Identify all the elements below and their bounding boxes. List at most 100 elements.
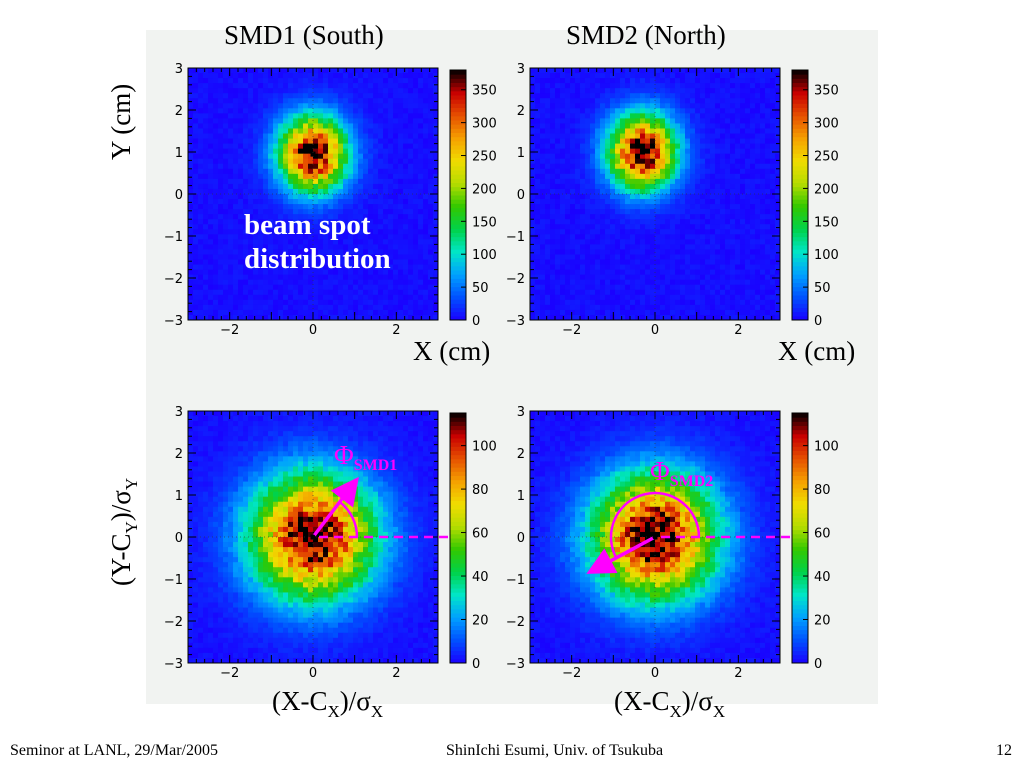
- heatmap-cell: [530, 113, 536, 119]
- heatmap-cell: [770, 123, 776, 129]
- heatmap-cell: [303, 314, 309, 321]
- heatmap-cell: [233, 279, 239, 286]
- heatmap-cell: [213, 304, 219, 311]
- heatmap-cell: [715, 148, 721, 155]
- heatmap-cell: [585, 274, 591, 281]
- heatmap-cell: [388, 269, 394, 276]
- heatmap-cell: [640, 108, 646, 114]
- heatmap-cell: [233, 133, 239, 139]
- heatmap-cell: [413, 204, 419, 210]
- heatmap-cell: [323, 98, 329, 104]
- heatmap-cell: [605, 93, 611, 99]
- heatmap-cell: [635, 93, 641, 99]
- heatmap-cell: [278, 274, 284, 281]
- heatmap-cell: [283, 113, 289, 119]
- heatmap-cell: [353, 219, 359, 225]
- heatmap-cell: [550, 163, 556, 170]
- heatmap-cell: [388, 88, 394, 94]
- heatmap-cell: [233, 264, 239, 270]
- heatmap-cell: [283, 138, 289, 144]
- heatmap-cell: [223, 108, 229, 114]
- heatmap-cell: [735, 259, 741, 265]
- heatmap-cell: [323, 83, 329, 89]
- heatmap-cell: [620, 173, 626, 180]
- heatmap-cell: [675, 279, 681, 286]
- heatmap-cell: [620, 194, 626, 200]
- heatmap-cell: [218, 183, 224, 190]
- heatmap-cell: [318, 143, 324, 150]
- heatmap-cell: [248, 299, 254, 306]
- heatmap-cell: [408, 113, 414, 119]
- heatmap-cell: [193, 103, 199, 109]
- heatmap-cell: [388, 188, 394, 195]
- heatmap-cell: [433, 204, 439, 210]
- heatmap-cell: [263, 224, 269, 230]
- heatmap-cell: [640, 83, 646, 89]
- heatmap-cell: [418, 259, 424, 265]
- heatmap-cell: [685, 239, 691, 245]
- heatmap-cell: [720, 148, 726, 155]
- heatmap-cell: [600, 143, 606, 150]
- heatmap-cell: [660, 204, 666, 210]
- heatmap-cell: [378, 309, 384, 316]
- heatmap-cell: [368, 133, 374, 139]
- heatmap-cell: [303, 88, 309, 94]
- heatmap-cell: [670, 214, 676, 220]
- heatmap-cell: [338, 178, 344, 185]
- heatmap-cell: [590, 113, 596, 119]
- heatmap-cell: [635, 123, 641, 129]
- heatmap-cell: [715, 113, 721, 119]
- heatmap-cell: [353, 153, 359, 160]
- heatmap-cell: [373, 304, 379, 311]
- heatmap-cell: [248, 123, 254, 129]
- heatmap-cell: [318, 299, 324, 306]
- heatmap-cell: [303, 259, 309, 265]
- heatmap-cell: [550, 83, 556, 89]
- heatmap-cell: [700, 178, 706, 185]
- heatmap-cell: [343, 133, 349, 139]
- heatmap-cell: [408, 234, 414, 240]
- heatmap-cell: [640, 254, 646, 260]
- heatmap-cell: [188, 284, 194, 291]
- heatmap-cell: [213, 299, 219, 306]
- heatmap-cell: [675, 118, 681, 124]
- heatmap-cell: [640, 123, 646, 129]
- heatmap-cell: [233, 254, 239, 260]
- heatmap-cell: [303, 294, 309, 301]
- heatmap-cell: [555, 294, 561, 301]
- heatmap-cell: [735, 214, 741, 220]
- heatmap-cell: [383, 234, 389, 240]
- heatmap-cell: [600, 98, 606, 104]
- heatmap-cell: [545, 113, 551, 119]
- heatmap-cell: [580, 249, 586, 255]
- heatmap-cell: [428, 73, 434, 79]
- heatmap-cell: [675, 183, 681, 190]
- heatmap-cell: [640, 73, 646, 79]
- heatmap-cell: [730, 133, 736, 139]
- heatmap-cell: [348, 269, 354, 276]
- heatmap-cell: [700, 183, 706, 190]
- heatmap-cell: [620, 178, 626, 185]
- heatmap-cell: [575, 133, 581, 139]
- heatmap-cell: [750, 279, 756, 286]
- heatmap-cell: [545, 73, 551, 79]
- heatmap-cell: [378, 133, 384, 139]
- heatmap-cell: [635, 118, 641, 124]
- heatmap-cell: [585, 108, 591, 114]
- heatmap-cell: [268, 68, 274, 74]
- heatmap-cell: [720, 249, 726, 255]
- heatmap-cell: [408, 153, 414, 160]
- heatmap-cell: [283, 118, 289, 124]
- heatmap-cell: [383, 264, 389, 270]
- heatmap-cell: [635, 239, 641, 245]
- heatmap-cell: [760, 173, 766, 180]
- heatmap-cell: [595, 133, 601, 139]
- heatmap-cell: [755, 234, 761, 240]
- heatmap-cell: [770, 239, 776, 245]
- colorbar-segment: [450, 220, 466, 225]
- heatmap-cell: [298, 219, 304, 225]
- heatmap-cell: [535, 279, 541, 286]
- heatmap-cell: [308, 123, 314, 129]
- heatmap-cell: [650, 224, 656, 230]
- heatmap-cell: [730, 269, 736, 276]
